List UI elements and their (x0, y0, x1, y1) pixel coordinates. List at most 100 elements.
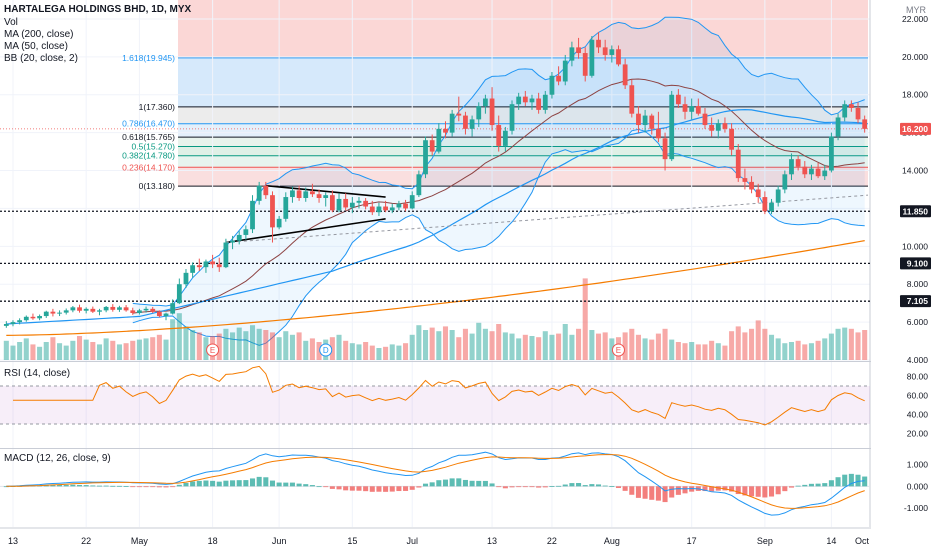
ma200-legend[interactable]: MA (200, close) (4, 29, 74, 40)
ma50-legend[interactable]: MA (50, close) (4, 41, 68, 52)
volume-bar (662, 328, 668, 360)
candle-body (569, 47, 575, 61)
macd-histogram-bar (729, 486, 735, 492)
candle-body (356, 200, 362, 203)
volume-bar (396, 345, 402, 360)
price-badge (900, 122, 931, 135)
volume-bar (143, 338, 149, 360)
price-badge-label: 16.200 (902, 124, 928, 134)
macd-histogram-bar (329, 486, 335, 489)
macd-line (6, 451, 865, 516)
macd-histogram-bar (196, 480, 202, 487)
volume-bar (309, 338, 315, 360)
candle-body (529, 98, 535, 103)
macd-histogram-bar (482, 480, 488, 487)
volume-bar (110, 340, 116, 360)
macd-histogram-bar (389, 486, 395, 492)
volume-bar (57, 343, 63, 360)
volume-bar (848, 328, 854, 360)
volume-bar (516, 338, 522, 360)
candle-body (749, 181, 754, 190)
macd-histogram-bar (90, 485, 96, 487)
volume-bar (223, 328, 229, 360)
candle-body (576, 47, 581, 54)
macd-histogram-bar (715, 486, 721, 491)
rsi-line (13, 365, 865, 426)
price-tick-label: 10.000 (902, 241, 928, 251)
candle-body (103, 306, 109, 311)
candle-body (589, 39, 595, 76)
volume-bar (263, 330, 269, 360)
candle-body (476, 106, 482, 120)
candle-body (150, 308, 156, 312)
price-tick-label: 4.000 (907, 355, 929, 365)
volume-bar (542, 331, 548, 360)
macd-legend[interactable]: MACD (12, 26, close, 9) (4, 453, 111, 464)
candle-body (210, 261, 215, 265)
macd-histogram-bar (363, 486, 369, 492)
candle-body (755, 189, 761, 198)
volume-bar (176, 313, 182, 360)
macd-histogram-bar (176, 484, 182, 487)
vol-legend[interactable]: Vol (4, 17, 18, 28)
volume-bar (742, 332, 748, 360)
macd-histogram-bar (649, 486, 655, 500)
macd-histogram-bar (230, 480, 236, 487)
candle-body (336, 198, 342, 211)
macd-histogram-bar (642, 486, 648, 499)
candle-body (163, 313, 169, 317)
time-tick-label: 13 (487, 536, 497, 546)
candle-body (536, 98, 542, 110)
macd-histogram-bar (522, 486, 528, 488)
volume-bar (256, 328, 262, 360)
macd-histogram-bar (136, 486, 142, 488)
macd-histogram-bar (582, 485, 588, 487)
volume-bar (183, 326, 189, 360)
price-badge-label: 9.100 (907, 258, 929, 268)
rsi-legend[interactable]: RSI (14, close) (4, 368, 71, 379)
volume-bar (389, 344, 395, 360)
macd-histogram-bar (289, 482, 295, 487)
time-tick-label: 22 (81, 536, 91, 546)
volume-bar (316, 342, 322, 360)
macd-histogram-bar (795, 485, 801, 487)
candle-body (669, 94, 675, 160)
volume-bar (150, 337, 156, 360)
macd-histogram-bar (569, 483, 575, 487)
macd-histogram-bar (116, 485, 122, 487)
candle-body (662, 138, 668, 160)
macd-histogram-bar (682, 486, 688, 494)
macd-histogram-bar (343, 486, 349, 491)
macd-histogram-bar (768, 486, 775, 497)
macd-histogram-bar (63, 484, 69, 487)
macd-histogram-bar (855, 474, 861, 487)
macd-histogram-bar (702, 486, 708, 492)
macd-histogram-bar (223, 480, 229, 487)
macd-histogram-bar (190, 481, 196, 487)
candle-body (110, 306, 116, 310)
volume-bar (363, 342, 369, 360)
volume-bar (476, 322, 482, 360)
price-tick-label: 6.000 (907, 317, 929, 327)
time-tick-label: 18 (208, 536, 218, 546)
bb-legend[interactable]: BB (20, close, 2) (4, 53, 78, 64)
volume-bar (768, 334, 775, 360)
price-axis: 22.00020.00018.00016.00014.00012.00010.0… (871, 0, 932, 550)
candle-body (689, 106, 695, 112)
price-badge-label: 7.105 (907, 296, 929, 306)
candle-body (715, 123, 721, 131)
candle-body (562, 60, 568, 82)
macd-histogram-bar (516, 486, 522, 488)
volume-bar (123, 343, 129, 360)
event-marker (206, 343, 220, 357)
time-axis: 13 22 May 18 Jun 15 Jul 13 22 Aug 17 Sep 14 Oct (8, 536, 870, 546)
candle-body (183, 272, 189, 285)
time-tick-label: 15 (347, 536, 357, 546)
macd-histogram-bar (263, 477, 269, 487)
candle-body (176, 284, 182, 304)
candle-body (403, 203, 408, 209)
volume-bar (196, 332, 202, 360)
candle-body (216, 264, 222, 268)
